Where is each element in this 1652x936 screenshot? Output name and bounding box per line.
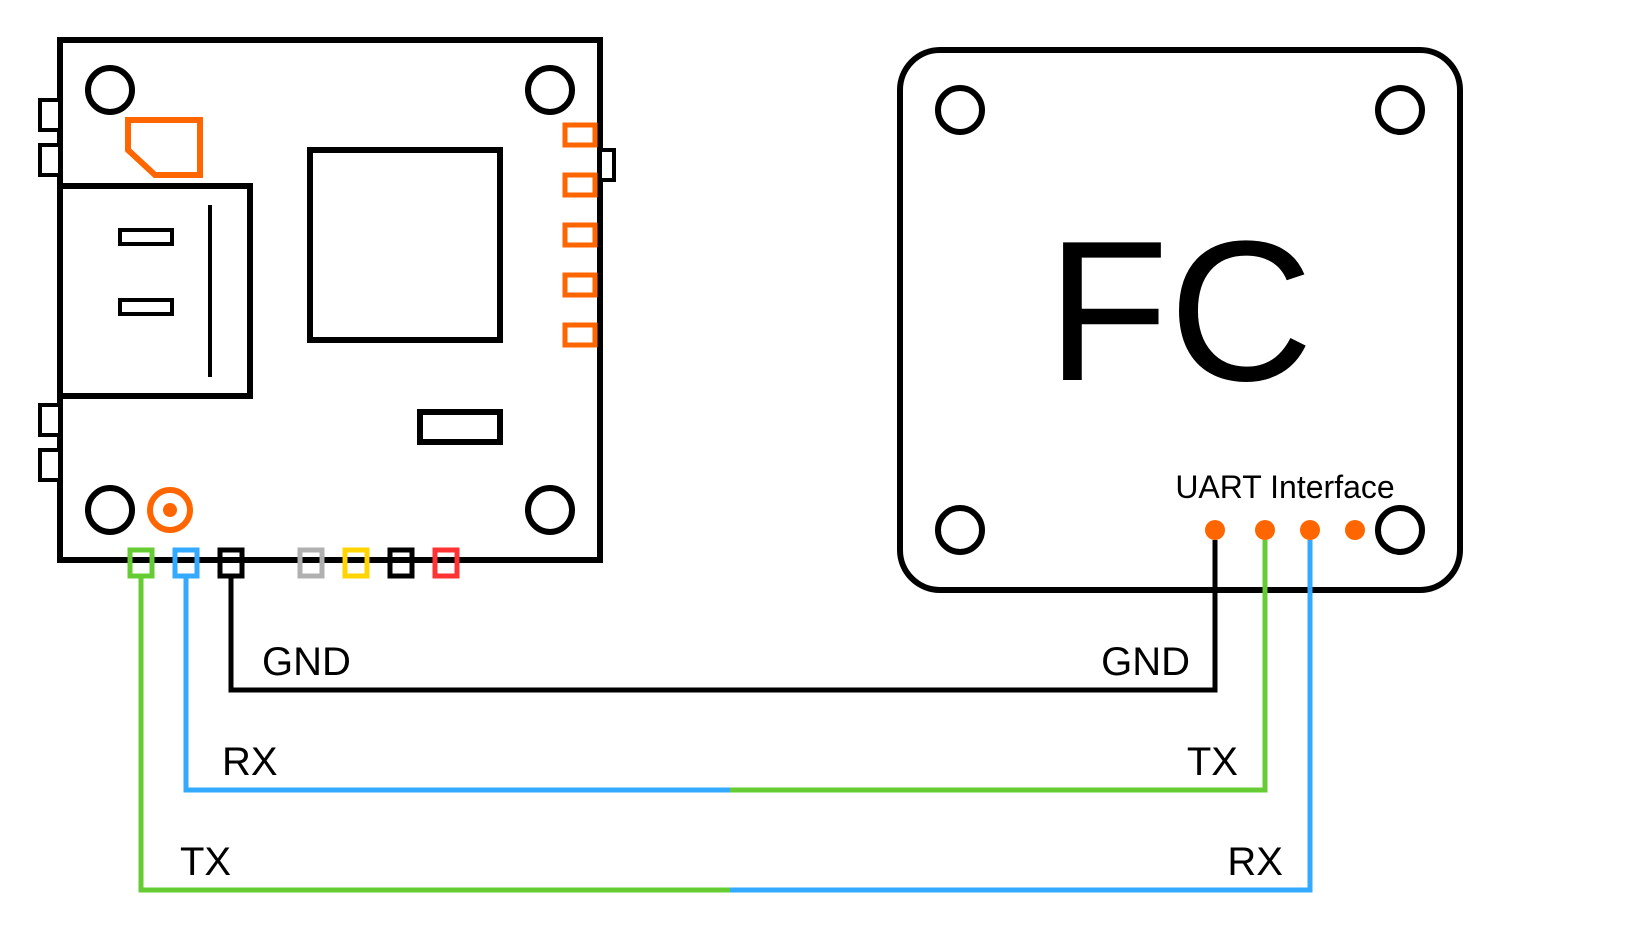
wire-label-gnd_r: GND (1101, 640, 1190, 684)
mounting-hole (1378, 508, 1422, 552)
mounting-hole (528, 68, 572, 112)
uart-pad (1300, 520, 1320, 540)
left-edge-notch (40, 100, 60, 130)
mounting-hole (938, 88, 982, 132)
wiring-diagram: FC UART Interface GND GND RX TX TX RX (0, 0, 1652, 936)
mounting-hole (88, 68, 132, 112)
chip-icon (310, 150, 500, 340)
uart-interface-label: UART Interface (1175, 469, 1394, 505)
uart-pad (1345, 520, 1365, 540)
uart-pad (1205, 520, 1225, 540)
left-edge-notch (40, 450, 60, 480)
wire-label-rx_l: RX (222, 740, 278, 784)
wire-label-rx_r: RX (1227, 840, 1283, 884)
mounting-hole (1378, 88, 1422, 132)
fc-label: FC (1047, 200, 1314, 423)
mounting-hole (938, 508, 982, 552)
antenna-connector-center-icon (163, 503, 177, 517)
left-edge-notch (40, 405, 60, 435)
side-tab (600, 150, 614, 180)
mounting-hole (88, 488, 132, 532)
uart-pad (1255, 520, 1275, 540)
mounting-hole (528, 488, 572, 532)
wire-label-gnd_l: GND (262, 640, 351, 684)
left-edge-notch (40, 145, 60, 175)
wire-label-tx_r: TX (1187, 740, 1238, 784)
wire-label-tx_l: TX (180, 840, 231, 884)
sd-slot (60, 186, 250, 396)
